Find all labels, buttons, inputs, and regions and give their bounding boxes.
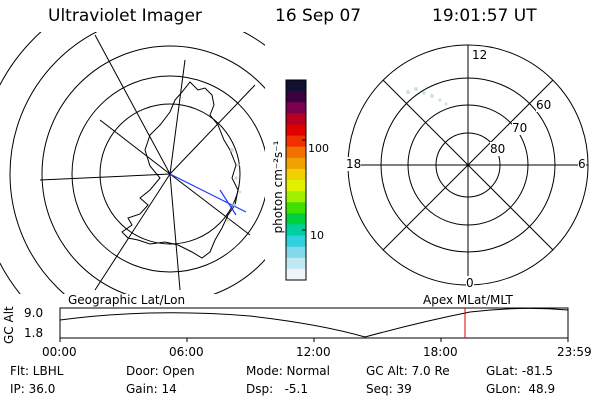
status-gc-alt: GC Alt: 7.0 Re (366, 364, 450, 378)
colorbar-band (286, 180, 306, 192)
colorbar-band (286, 124, 306, 137)
apex-caption: Apex MLat/MLT (423, 293, 513, 307)
colorbar-band (286, 113, 306, 125)
polar-axis (382, 79, 554, 251)
colorbar-band (286, 91, 306, 103)
time-tick-1800: 18:00 (423, 345, 458, 359)
lat-circle (9, 32, 265, 294)
meridian-line (39, 173, 171, 181)
altitude-ytick-low: 1.8 (24, 326, 44, 340)
meridian-line (169, 59, 186, 175)
instrument-title: Ultraviolet Imager (48, 6, 202, 26)
colorbar-band (286, 202, 306, 214)
altitude-curve (59, 307, 569, 338)
mlt-label-18: 18 (346, 157, 362, 171)
colorbar (285, 79, 307, 281)
meridian-line (94, 173, 171, 291)
track-line (219, 189, 237, 216)
status-door: Door: Open (126, 364, 195, 378)
status-mode: Mode: Normal (246, 364, 330, 378)
colorbar-band (286, 135, 306, 148)
time-tick-2359: 23:59 (557, 345, 592, 359)
colorbar-tick-100: 100 (308, 142, 329, 155)
meridian-line (99, 119, 171, 175)
colorbar-band (286, 235, 306, 248)
colorbar-band (286, 268, 306, 281)
header-time: 19:01:57 UT (432, 6, 537, 26)
colorbar-frame (285, 79, 307, 281)
altitude-ytick-high: 9.0 (24, 306, 44, 320)
altitude-frame (59, 307, 569, 339)
colorbar-band (286, 102, 306, 114)
mlt-label-12: 12 (472, 48, 488, 62)
colorbar-band (286, 213, 306, 225)
status-dsp: Dsp: -5.1 (246, 382, 309, 396)
colorbar-band (286, 257, 306, 270)
time-tick-1200: 12:00 (296, 345, 331, 359)
status-gain: Gain: 14 (126, 382, 177, 396)
mlat-label-60: 60 (536, 98, 552, 112)
mlat-label-80: 80 (490, 142, 506, 156)
colorbar-band (286, 146, 306, 159)
coastline (121, 81, 239, 259)
mlt-label-6: 6 (578, 157, 586, 171)
geographic-caption: Geographic Lat/Lon (68, 293, 186, 307)
meridian-line (169, 173, 251, 236)
colorbar-tick-10: 10 (310, 229, 324, 242)
altitude-ylabel: GC Alt (2, 306, 16, 344)
mlat-label-70: 70 (512, 121, 528, 135)
time-tick-0600: 06:00 (169, 345, 204, 359)
colorbar-band (286, 224, 306, 237)
mlt-label-0: 0 (466, 276, 474, 290)
status-filter: Flt: LBHL (10, 364, 64, 378)
status-ip: IP: 36.0 (10, 382, 56, 396)
colorbar-band (286, 191, 306, 203)
lat-circle (71, 75, 265, 273)
lat-circle (41, 45, 265, 294)
colorbar-band (286, 157, 306, 170)
colorbar-band (286, 80, 306, 92)
status-glat: GLat: -81.5 (486, 364, 553, 378)
status-seq: Seq: 39 (366, 382, 412, 396)
colorbar-band (286, 246, 306, 259)
meridian-line (169, 173, 181, 291)
status-glon: GLon: 48.9 (486, 382, 556, 396)
meridian-line (94, 34, 171, 175)
meridian-line (169, 84, 256, 175)
lat-circle (99, 103, 241, 245)
time-tick-0000: 00:00 (42, 345, 77, 359)
header-date: 16 Sep 07 (275, 6, 362, 26)
colorbar-band (286, 168, 306, 181)
